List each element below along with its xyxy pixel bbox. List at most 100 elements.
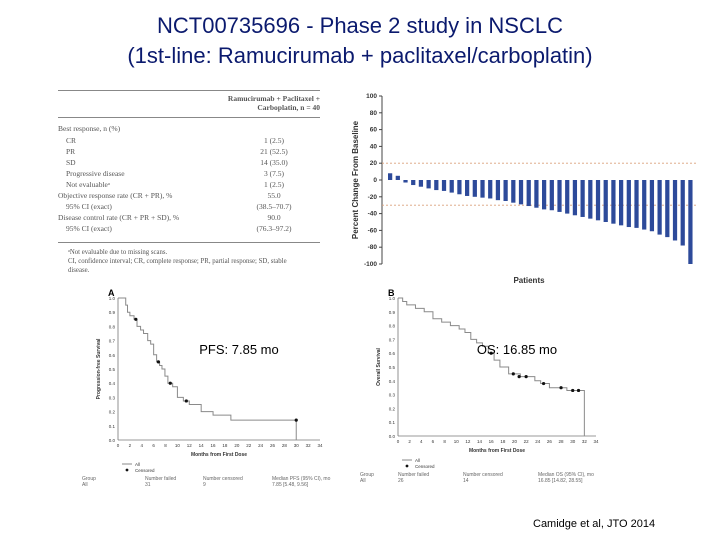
row-value: 3 (7.5) xyxy=(264,169,284,178)
y-tick-label: 0.7 xyxy=(389,337,396,342)
x-tick-label: 28 xyxy=(559,439,565,444)
x-tick-label: 32 xyxy=(582,439,588,444)
x-axis-label: Patients xyxy=(513,276,545,285)
x-tick-label: 16 xyxy=(489,439,495,444)
row-label: CR xyxy=(66,136,77,145)
table-header-line1: Ramucirumab + Paclitaxel + xyxy=(227,94,320,103)
summary-header: Number censored xyxy=(463,472,503,478)
x-tick-label: 30 xyxy=(294,443,300,448)
row-label: Progressive disease xyxy=(66,169,125,178)
survival-curve xyxy=(398,297,585,436)
summary-header: Median OS (95% CI), mo xyxy=(538,472,594,478)
waterfall-chart: 100 80 60 40 20 0 -20 -40 -60 -80 -100 Patients Perc… xyxy=(351,93,696,285)
x-tick-label: 26 xyxy=(547,439,553,444)
censored-marker xyxy=(559,386,563,390)
summary-value: 7.85 [5.48, 9.56] xyxy=(272,482,309,488)
x-tick-label: 0 xyxy=(117,443,120,448)
bar xyxy=(688,180,693,264)
table-row: Disease control rate (CR + PR + SD), % 90… xyxy=(58,213,320,223)
row-value: 55.0 xyxy=(267,191,281,200)
bar xyxy=(503,180,508,201)
bar xyxy=(665,180,670,238)
bar xyxy=(411,180,416,186)
bar xyxy=(565,180,570,214)
y-tick-label: -20 xyxy=(368,194,378,201)
row-value: 90.0 xyxy=(267,213,281,222)
response-table: Ramucirumab + Paclitaxel + Carboplatin, … xyxy=(58,90,320,282)
x-tick-label: 8 xyxy=(164,443,167,448)
table-header: Ramucirumab + Paclitaxel + Carboplatin, … xyxy=(228,94,320,112)
table-footnote: ᵃNot evaluable due to missing scans. CI,… xyxy=(68,248,320,275)
x-tick-label: 2 xyxy=(129,443,132,448)
bar xyxy=(472,180,477,197)
x-tick-label: 20 xyxy=(234,443,240,448)
x-tick-label: 14 xyxy=(199,443,205,448)
x-tick-label: 34 xyxy=(317,443,323,448)
summary-header: Number failed xyxy=(398,472,429,478)
panel-letter: B xyxy=(388,288,395,298)
censored-marker xyxy=(511,372,515,376)
table-row: Best response, n (%) xyxy=(58,124,320,134)
slide-title-line1: NCT00735696 - Phase 2 study in NSCLC xyxy=(157,13,563,38)
citation: Camidge et al, JTO 2014 xyxy=(533,518,656,530)
bar xyxy=(542,180,547,210)
row-label: PR xyxy=(66,147,76,156)
y-tick-label: 0.0 xyxy=(109,438,116,443)
survival-curve xyxy=(118,297,297,440)
censored-marker xyxy=(541,381,546,386)
row-label: 95% CI (exact) xyxy=(66,202,112,211)
bar xyxy=(572,180,578,216)
panel-letter: A xyxy=(108,288,115,298)
y-tick-label: 0.8 xyxy=(389,324,396,329)
x-tick-label: 32 xyxy=(306,443,312,448)
table-row: Objective response rate (CR + PR), % 55.0 xyxy=(58,191,320,201)
bar xyxy=(549,180,554,211)
x-axis-label: Months from First Dose xyxy=(191,452,247,458)
bar xyxy=(526,180,531,207)
y-axis-label: Overall Survival xyxy=(376,347,382,385)
summary-value: 9 xyxy=(203,482,206,488)
summary-header: Median PFS (95% CI), mo xyxy=(272,476,331,482)
row-value: (76.3–97.2) xyxy=(256,224,292,233)
row-value: (38.5–70.7) xyxy=(256,202,292,211)
row-label: SD xyxy=(66,158,76,167)
bar xyxy=(603,180,608,222)
censored-marker xyxy=(489,351,493,355)
summary-header: Number failed xyxy=(145,476,176,482)
x-tick-label: 0 xyxy=(397,439,400,444)
slide-title-line2: (1st-line: Ramucirumab + paclitaxel/carb… xyxy=(127,43,593,68)
table-row: PR 21 (52.5) xyxy=(58,147,320,157)
row-label: 95% CI (exact) xyxy=(66,224,112,233)
summary-header: Number censored xyxy=(203,476,243,482)
y-tick-label: 0.9 xyxy=(109,310,116,315)
y-tick-label: -80 xyxy=(368,244,378,251)
y-tick-label: 0.2 xyxy=(389,406,396,411)
bar xyxy=(580,180,585,217)
bar xyxy=(595,180,601,221)
y-tick-label: 40 xyxy=(370,143,378,150)
y-tick-label: 0.8 xyxy=(109,324,116,329)
x-tick-label: 4 xyxy=(420,439,423,444)
bar xyxy=(395,175,400,180)
censored-marker xyxy=(168,381,172,385)
bar xyxy=(403,180,408,183)
bar xyxy=(619,180,624,226)
bar xyxy=(626,180,631,228)
y-tick-label: 0.3 xyxy=(389,393,396,398)
y-tick-label: 0.6 xyxy=(389,351,396,356)
y-tick-label: 60 xyxy=(370,127,378,134)
bar xyxy=(457,180,462,195)
y-tick-label: 0.9 xyxy=(389,310,396,315)
bar xyxy=(642,180,647,230)
censored-marker xyxy=(571,388,575,393)
x-tick-label: 4 xyxy=(141,443,144,448)
row-label: Not evaluableᵃ xyxy=(66,180,110,189)
row-value: 1 (2.5) xyxy=(264,180,284,189)
table-row: Not evaluableᵃ 1 (2.5) xyxy=(58,180,320,190)
bar xyxy=(557,180,562,212)
bar xyxy=(511,180,516,203)
x-tick-label: 2 xyxy=(408,439,411,444)
footnote-line: ᵃNot evaluable due to missing scans. xyxy=(68,249,168,256)
bar xyxy=(480,180,485,198)
footnote-line: disease. xyxy=(68,267,90,274)
